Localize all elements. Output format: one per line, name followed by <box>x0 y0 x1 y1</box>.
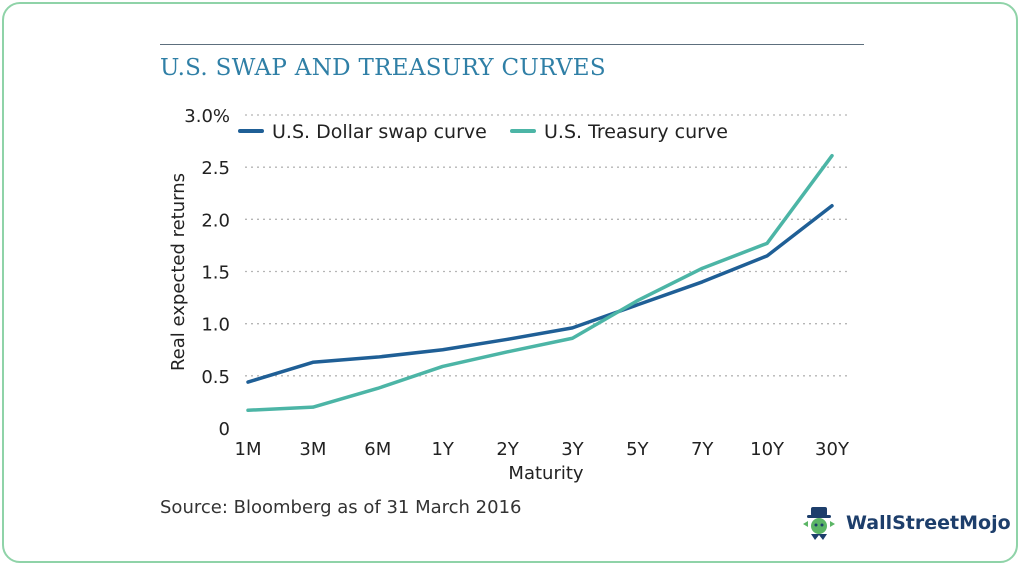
legend: U.S. Dollar swap curve U.S. Treasury curv… <box>238 121 728 143</box>
x-axis-label: Maturity <box>508 463 583 484</box>
series-line-1 <box>246 153 834 413</box>
y-axis-label: Real expected returns <box>168 173 189 371</box>
x-tick-label: 10Y <box>750 439 785 460</box>
y-tick-label: 2.5 <box>201 158 230 179</box>
x-tick-label: 2Y <box>496 439 519 460</box>
grid-lines <box>245 114 850 377</box>
legend-label: U.S. Treasury curve <box>544 121 728 143</box>
y-tick-label: 0 <box>219 419 230 440</box>
x-tick-labels: 1M 3M 6M 1Y 2Y 3Y 5Y 7Y 10Y 30Y <box>235 439 850 460</box>
chart: 0 0.5 1.0 1.5 2.0 2.5 3.0% 1M 3M 6M 1Y 2Y 3Y 5Y 7Y 10Y… <box>168 106 850 484</box>
y-tick-label: 1.0 <box>201 315 230 336</box>
series-lines <box>246 153 834 413</box>
x-tick-label: 7Y <box>691 439 714 460</box>
y-tick-label: 1.5 <box>201 263 230 284</box>
x-tick-label: 6M <box>364 439 391 460</box>
brand-name: WallStreetMojo <box>846 512 1011 534</box>
wallstreetmojo-logo-icon <box>803 507 835 540</box>
legend-label: U.S. Dollar swap curve <box>272 121 487 143</box>
x-tick-label: 3M <box>299 439 326 460</box>
x-tick-label: 5Y <box>626 439 649 460</box>
chart-title: U.S. SWAP AND TREASURY CURVES <box>160 55 606 81</box>
y-tick-label: 3.0% <box>184 106 230 127</box>
x-tick-label: 1Y <box>431 439 454 460</box>
title-rule <box>160 44 864 45</box>
x-tick-label: 1M <box>235 439 262 460</box>
brand-logo: WallStreetMojo <box>800 503 1011 543</box>
y-tick-label: 2.0 <box>201 210 230 231</box>
page-frame <box>2 2 1018 563</box>
x-tick-label: 30Y <box>815 439 850 460</box>
y-tick-labels: 0 0.5 1.0 1.5 2.0 2.5 3.0% <box>184 106 230 440</box>
series-line-0 <box>246 204 834 384</box>
y-tick-label: 0.5 <box>201 367 230 388</box>
source-note: Source: Bloomberg as of 31 March 2016 <box>160 497 522 518</box>
x-tick-label: 3Y <box>561 439 584 460</box>
